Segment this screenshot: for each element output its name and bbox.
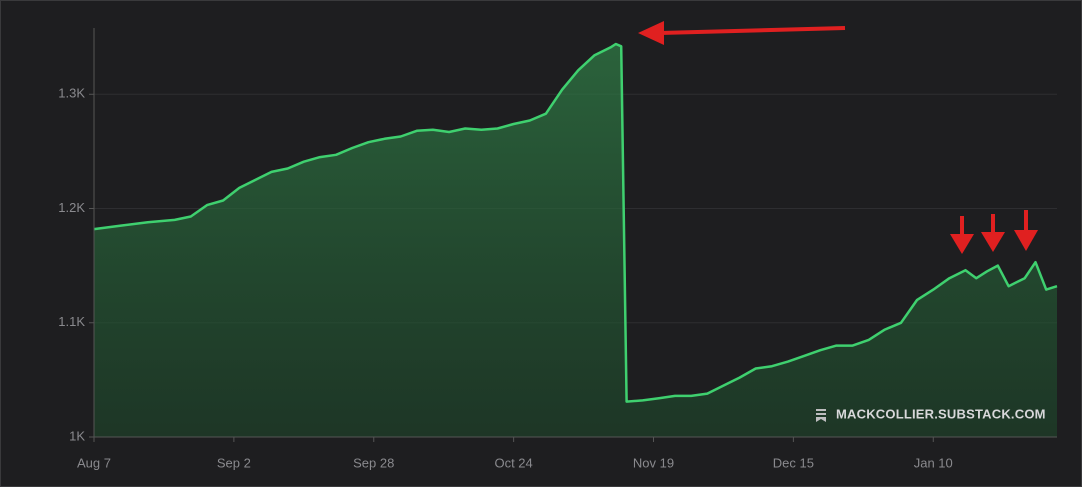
x-tick-label: Jan 10 (914, 455, 953, 470)
area (94, 44, 1057, 437)
line (93, 42, 1058, 403)
y-tick-label: 1.3K (58, 86, 85, 101)
watermark-icon (816, 409, 826, 411)
y-tick-label: 1.2K (58, 200, 85, 215)
x-tick-label: Dec 15 (773, 455, 814, 470)
watermark-text: MACKCOLLIER.SUBSTACK.COM (836, 406, 1046, 421)
watermark-icon (816, 417, 826, 422)
arrowhead (638, 21, 664, 45)
y-tick-label: 1.1K (58, 314, 85, 329)
arrowhead (981, 232, 1005, 252)
annotations (638, 21, 1038, 254)
x-tick-label: Sep 2 (217, 455, 251, 470)
x-tick-label: Nov 19 (633, 455, 674, 470)
arrowhead (950, 234, 974, 254)
x-tick-label: Oct 24 (494, 455, 532, 470)
y-tick-label: 1K (69, 428, 85, 443)
x-tick-label: Sep 28 (353, 455, 394, 470)
arrow (659, 26, 846, 35)
x-tick-label: Aug 7 (77, 455, 111, 470)
watermark-icon (816, 413, 826, 415)
arrowhead (1014, 230, 1038, 251)
watermark: MACKCOLLIER.SUBSTACK.COM (816, 406, 1046, 422)
